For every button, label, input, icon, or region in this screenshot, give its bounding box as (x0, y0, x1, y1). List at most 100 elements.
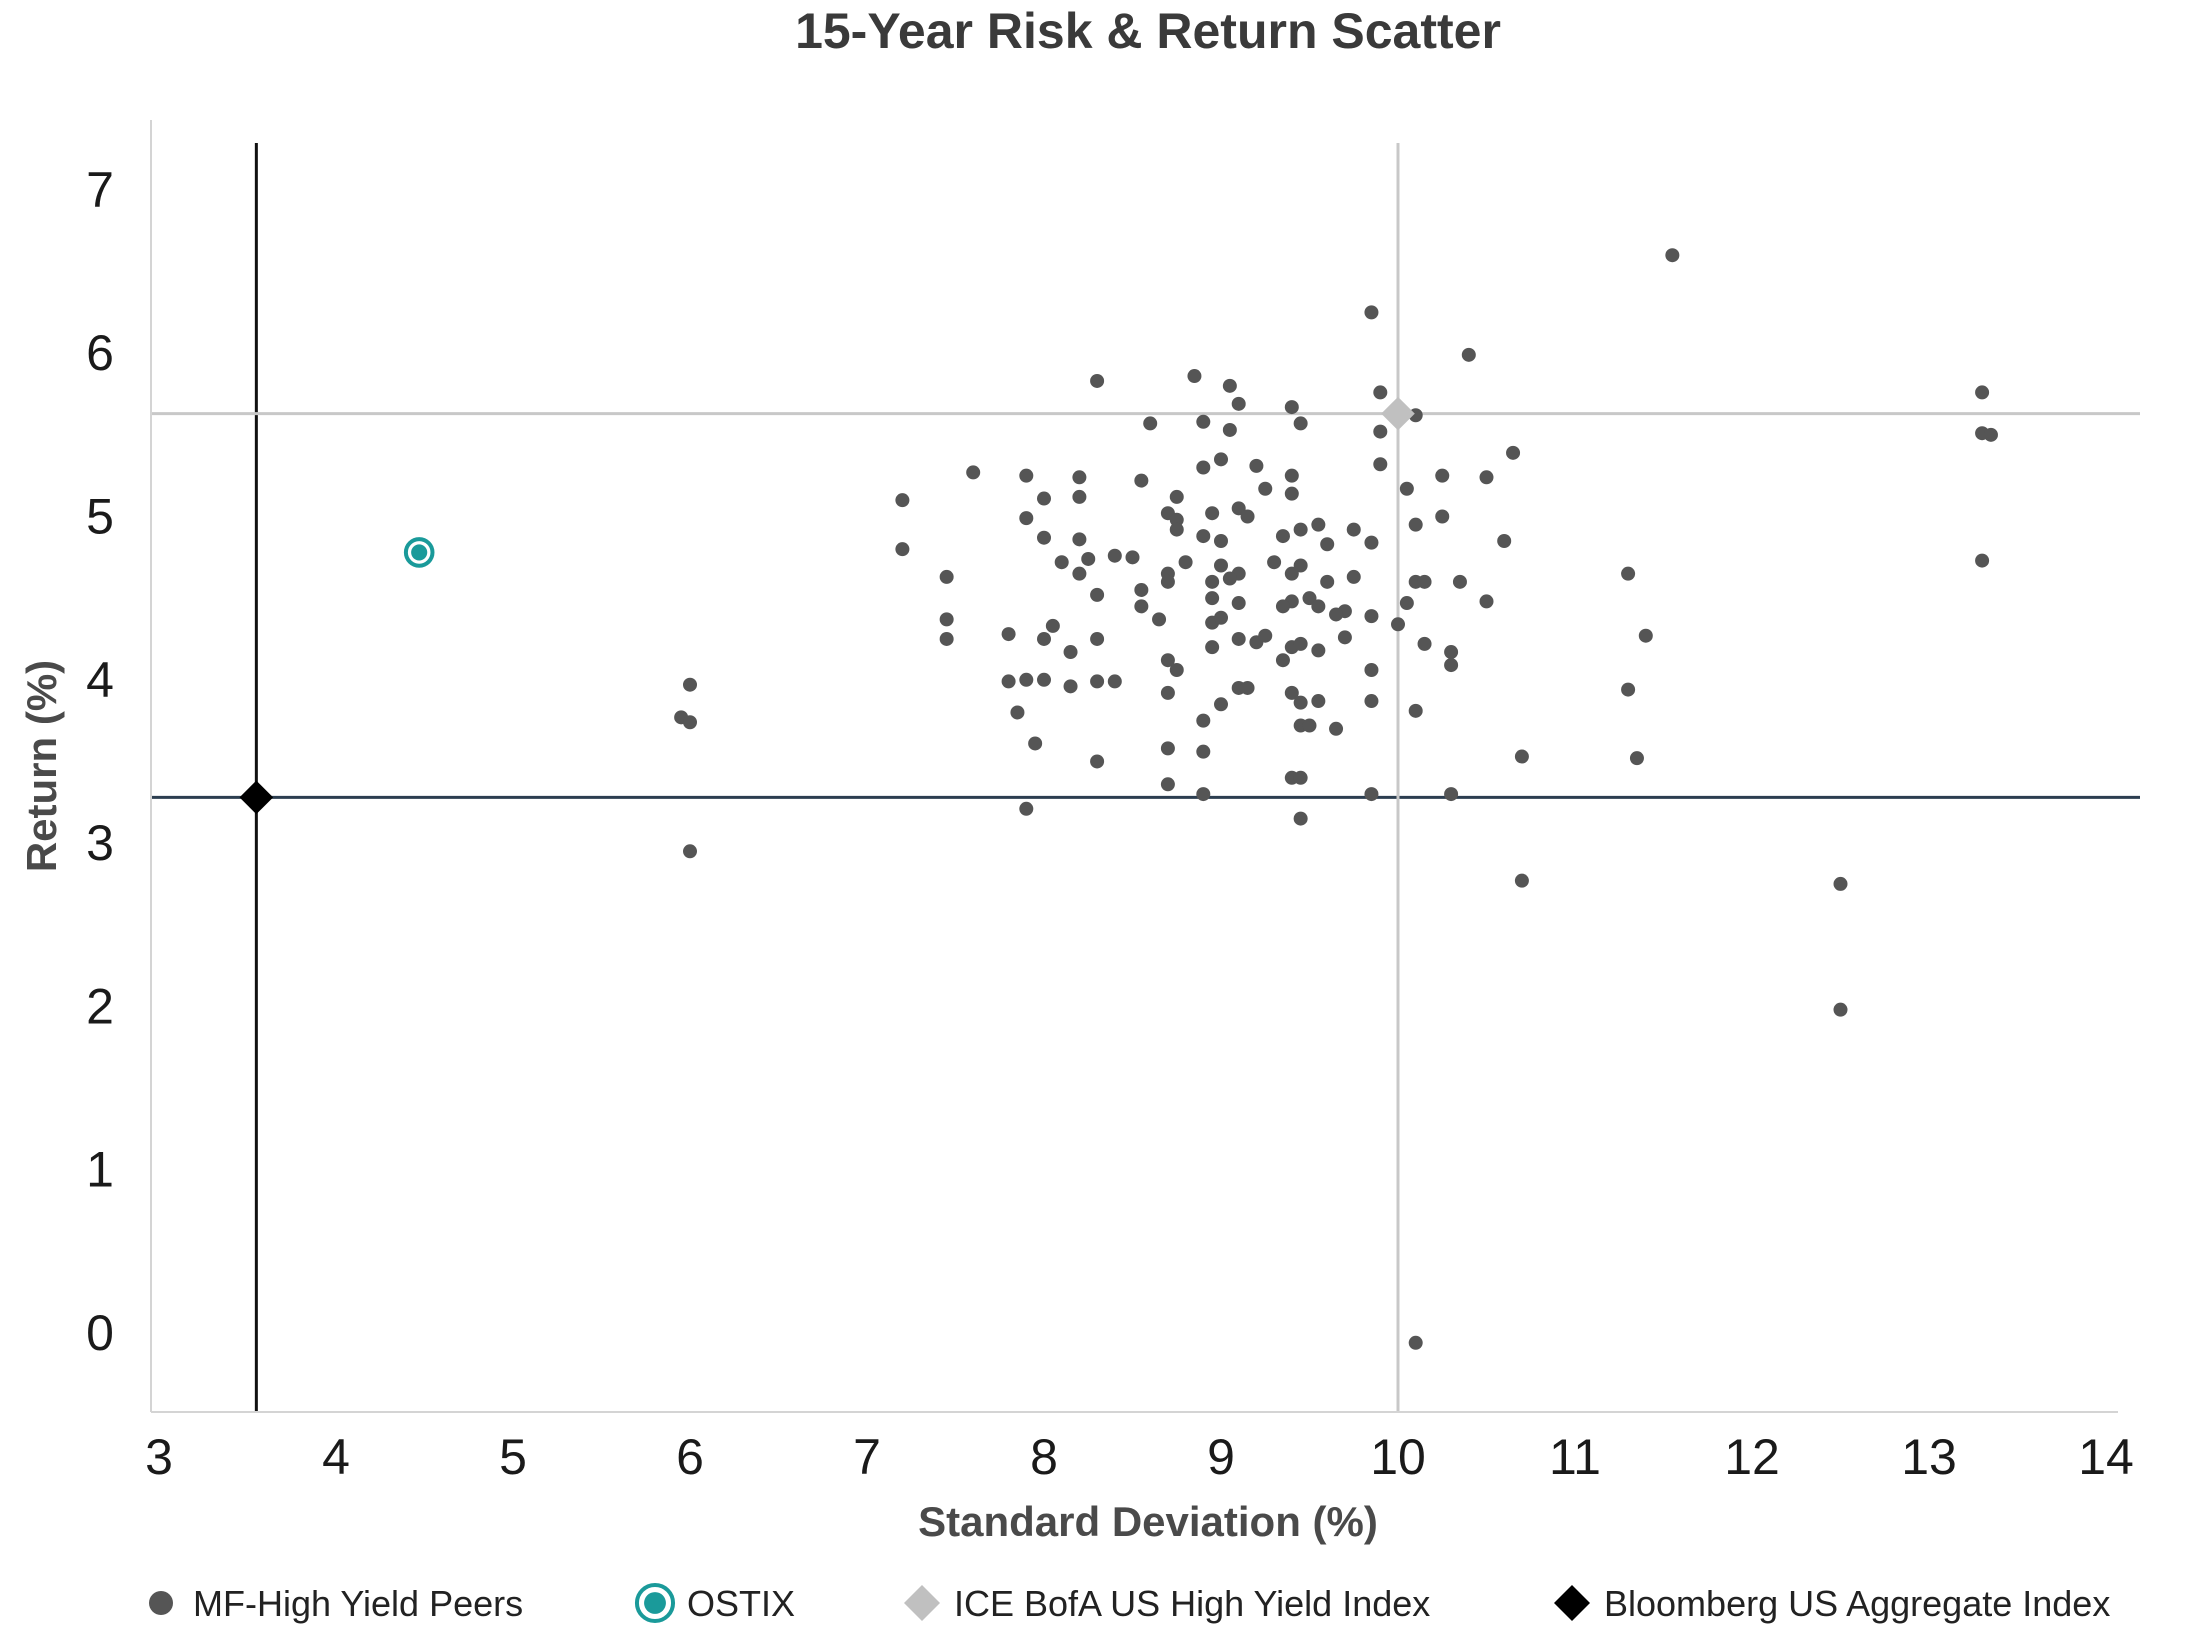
peer-point (1444, 787, 1459, 802)
peer-point (1160, 741, 1175, 756)
peer-point (1320, 537, 1335, 552)
peer-point (1240, 509, 1255, 524)
peer-point (1001, 627, 1016, 642)
legend-marker-0 (149, 1591, 173, 1615)
peer-point (1196, 414, 1211, 429)
peer-point (1214, 697, 1228, 712)
y-tick-label: 5 (86, 489, 114, 545)
peer-point (683, 715, 697, 730)
peer-point (1160, 685, 1175, 700)
legend-label-2: ICE BofA US High Yield Index (954, 1583, 1430, 1624)
peer-point (1461, 347, 1476, 362)
peer-point (1196, 529, 1211, 544)
peer-point (1090, 587, 1105, 602)
peer-point (1222, 571, 1237, 586)
peer-point (1364, 663, 1379, 678)
legend-item-1: OSTIX (634, 1582, 795, 1624)
peer-point (1125, 550, 1140, 565)
series-0 (674, 248, 1998, 1350)
x-tick-label: 14 (2078, 1429, 2134, 1485)
peer-point (1975, 553, 1990, 568)
peer-point (1408, 517, 1423, 532)
peer-point (1833, 1002, 1848, 1017)
peer-point (1205, 506, 1220, 521)
legend: MF-High Yield Peers OSTIX ICE BofA US High… (149, 1582, 2110, 1624)
peer-point (1169, 522, 1184, 537)
peer-point (1143, 416, 1158, 431)
peer-point (1275, 529, 1290, 544)
peer-point (1284, 566, 1299, 581)
peer-point (1231, 631, 1246, 646)
peer-point (1063, 645, 1078, 660)
peer-point (1408, 703, 1423, 718)
peer-point (1293, 770, 1308, 785)
legend-label-1: OSTIX (687, 1583, 795, 1624)
peer-point (1408, 1335, 1423, 1350)
peer-point (1090, 373, 1105, 388)
peer-point (1293, 636, 1308, 651)
peer-point (1833, 876, 1848, 891)
peer-point (1010, 705, 1025, 720)
y-tick-label: 7 (86, 162, 114, 218)
peer-point (1169, 489, 1184, 504)
peer-point (1621, 566, 1636, 581)
legend-marker-1 (634, 1582, 676, 1624)
peer-point (1267, 555, 1282, 570)
data-points (239, 248, 1998, 1350)
x-tick-label: 3 (145, 1429, 173, 1485)
peer-point (1169, 663, 1184, 678)
peer-point (1178, 555, 1193, 570)
peer-point (1196, 787, 1211, 802)
peer-point (1001, 674, 1016, 689)
series-1 (403, 537, 435, 568)
y-tick-label: 2 (86, 978, 114, 1034)
peer-point (1435, 509, 1450, 524)
peer-point (1169, 512, 1184, 527)
peer-point (1214, 452, 1228, 467)
peer-point (939, 612, 954, 627)
x-tick-label: 10 (1370, 1429, 1426, 1485)
peer-point (1417, 636, 1432, 651)
peer-point (683, 844, 697, 859)
peer-point (895, 542, 910, 557)
peer-point (1196, 713, 1211, 728)
benchmark-point-1-core (411, 544, 428, 561)
peer-point (1019, 801, 1034, 816)
peer-point (1072, 489, 1087, 504)
peer-point (939, 569, 954, 584)
peer-point (1037, 491, 1051, 506)
peer-point (1364, 609, 1379, 624)
peer-point (1063, 679, 1078, 694)
peer-point (1311, 694, 1326, 709)
peer-point (1364, 694, 1379, 709)
series-2 (1381, 396, 1415, 431)
peer-point (1629, 751, 1644, 766)
peer-point (966, 465, 981, 480)
x-tick-label: 5 (499, 1429, 527, 1485)
peer-point (1293, 695, 1308, 710)
peer-point (1975, 385, 1990, 400)
peer-point (1072, 566, 1087, 581)
peer-point (1205, 574, 1220, 589)
legend-item-0: MF-High Yield Peers (149, 1583, 523, 1624)
series-3 (239, 780, 274, 815)
peer-point (1311, 517, 1326, 532)
peer-point (1391, 617, 1405, 632)
peer-point (1621, 682, 1636, 697)
peer-point (1479, 470, 1494, 485)
peer-point (1514, 749, 1529, 764)
peer-point (1090, 674, 1105, 689)
peer-point (1337, 630, 1352, 645)
x-tick-label: 13 (1901, 1429, 1957, 1485)
peer-point (1284, 685, 1299, 700)
peer-point (1284, 486, 1299, 501)
peer-point (1028, 736, 1043, 751)
peer-point (1019, 468, 1034, 483)
benchmark-point-1 (403, 537, 435, 568)
peer-point (1152, 612, 1167, 627)
peer-point (1107, 674, 1122, 689)
legend-item-3: Bloomberg US Aggregate Index (1554, 1583, 2110, 1624)
peer-point (1019, 511, 1034, 526)
peer-point (1160, 777, 1175, 792)
